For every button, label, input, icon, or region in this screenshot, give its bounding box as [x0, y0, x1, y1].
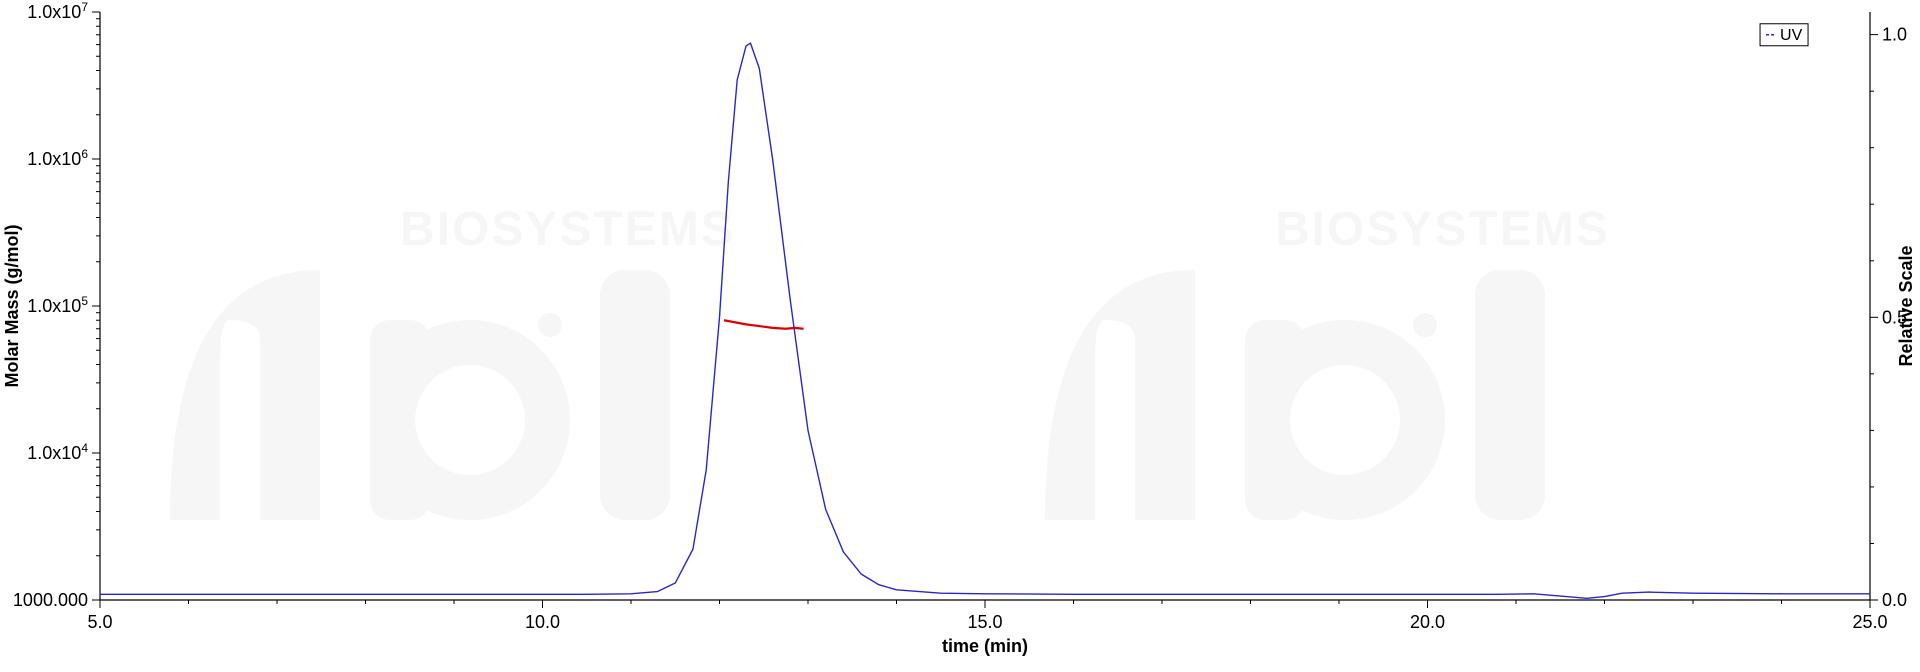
y-right-tick-label: 0.0: [1882, 590, 1907, 610]
x-tick-label: 15.0: [967, 612, 1002, 632]
x-tick-label: 25.0: [1852, 612, 1887, 632]
svg-text:BIOSYSTEMS: BIOSYSTEMS: [1275, 203, 1610, 256]
chromatogram-chart: BIOSYSTEMS BIOSYSTEMS 5.0 10.0 15.0 20.0 25.0…: [0, 0, 1920, 672]
x-tick-label: 20.0: [1410, 612, 1445, 632]
y-left-tick-label: 1.0x106: [27, 147, 88, 169]
molar-mass-trace: [724, 320, 804, 329]
uv-trace: [100, 43, 1870, 598]
x-tick-label: 5.0: [87, 612, 112, 632]
x-axis-label: time (min): [942, 636, 1028, 656]
y-right-tick-label: 1.0: [1882, 25, 1907, 45]
legend-label: UV: [1780, 27, 1803, 44]
y-left-tick-label: 1.0x107: [27, 0, 88, 22]
y-left-tick-label: 1.0x104: [27, 441, 88, 463]
y-left-axis-label: Molar Mass (g/mol): [2, 224, 22, 387]
legend: UV: [1760, 24, 1808, 46]
y-left-tick-label: 1.0x105: [27, 294, 88, 316]
svg-text:BIOSYSTEMS: BIOSYSTEMS: [400, 203, 735, 256]
y-right-axis-label: Relative Scale: [1896, 245, 1916, 366]
x-tick-label: 10.0: [525, 612, 560, 632]
y-left-tick-label: 1000.000: [13, 590, 88, 610]
